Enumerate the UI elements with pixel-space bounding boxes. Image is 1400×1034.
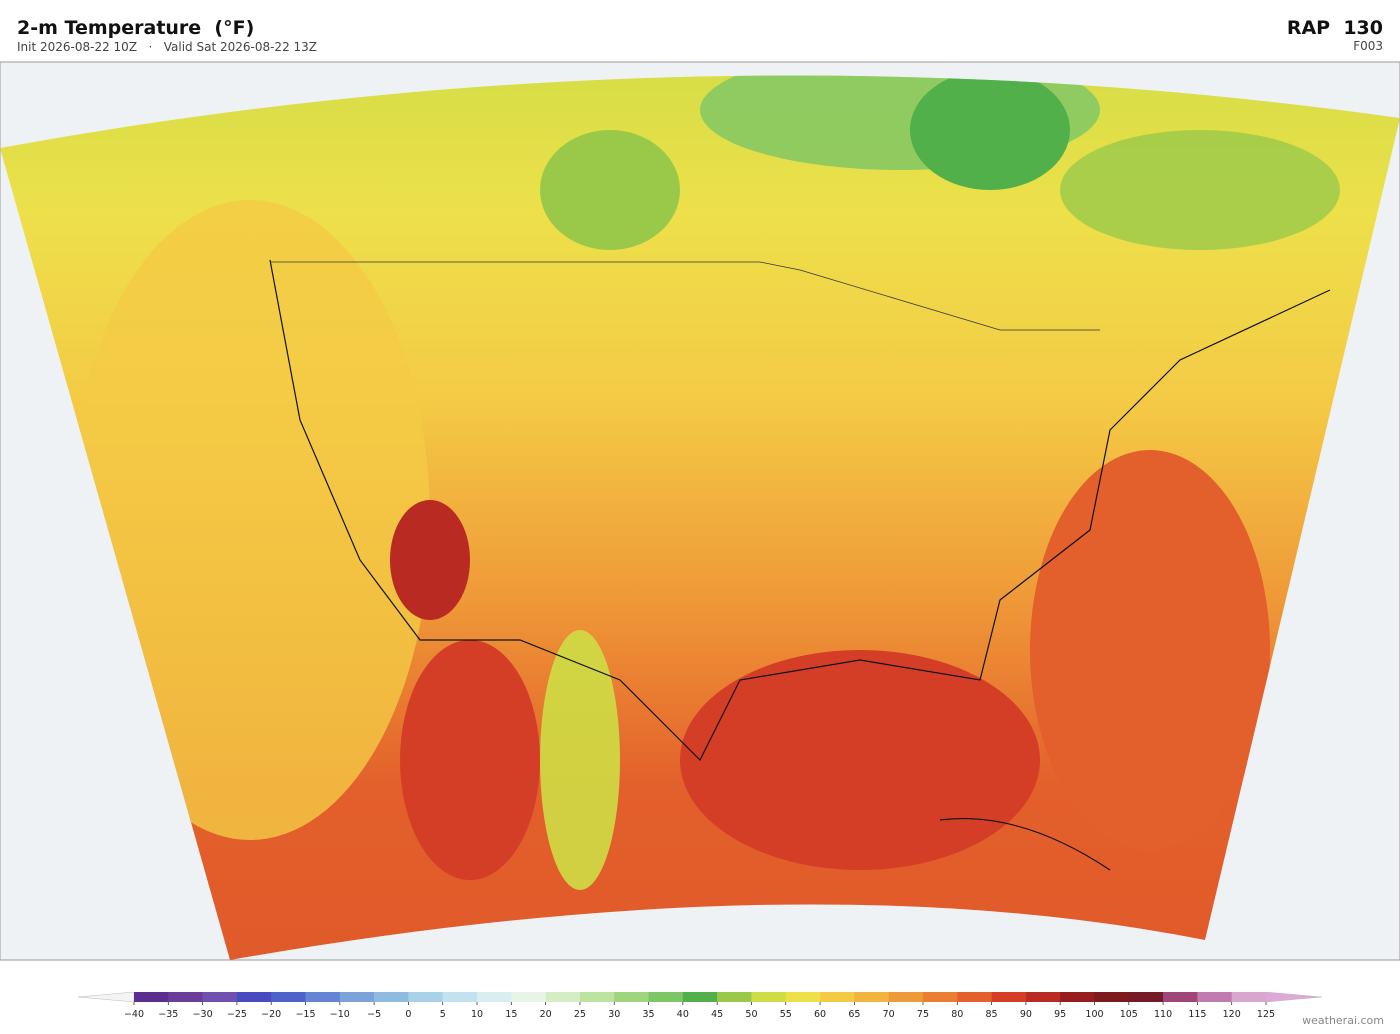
colorbar-segment	[922, 992, 958, 1002]
colorbar-segment	[1163, 992, 1198, 1002]
colorbar-segment	[682, 992, 718, 1002]
colorbar-tick-label: −35	[158, 1009, 178, 1020]
colorbar-tick-label: 45	[711, 1009, 723, 1020]
colorbar: −40 −35 −30 −25 −20 −15 −10 −5 0 5 10 15 20 25 30 35 40 4…	[77, 991, 1323, 1020]
colorbar-tick-label: −25	[227, 1009, 247, 1020]
colorbar-segment	[408, 992, 444, 1002]
colorbar-segment	[511, 992, 546, 1002]
colorbar-tick-label: 70	[883, 1009, 895, 1020]
title: 2-m Temperature (°F)	[17, 17, 254, 39]
colorbar-under	[77, 991, 135, 1003]
colorbar-tick-label: 125	[1257, 1009, 1275, 1020]
colorbar-tick-label: 95	[1054, 1009, 1066, 1020]
colorbar-segment	[820, 992, 855, 1002]
colorbar-segment	[888, 992, 924, 1002]
colorbar-tick-label: 75	[917, 1009, 929, 1020]
colorbar-segment	[442, 992, 478, 1002]
colorbar-tick-label: 65	[848, 1009, 860, 1020]
colorbar-tick-label: 10	[471, 1009, 483, 1020]
colorbar-tick-label: 0	[405, 1009, 411, 1020]
colorbar-tick-label: −15	[295, 1009, 315, 1020]
colorbar-tick-label: 55	[780, 1009, 792, 1020]
colorbar-segment	[717, 992, 752, 1002]
colorbar-segment	[1060, 992, 1095, 1002]
colorbar-tick-label: 90	[1020, 1009, 1032, 1020]
credit: weatherai.com	[1302, 1014, 1384, 1027]
colorbar-tick-label: 115	[1188, 1009, 1206, 1020]
colorbar-tick-label: −5	[367, 1009, 381, 1020]
subtitle: Init 2026-08-22 10Z · Valid Sat 2026-08-…	[17, 40, 317, 54]
colorbar-segment	[202, 992, 238, 1002]
colorbar-tick-label: 40	[677, 1009, 689, 1020]
colorbar-segment	[991, 992, 1027, 1002]
colorbar-segment	[1231, 992, 1267, 1002]
colorbar-segment	[1094, 992, 1130, 1002]
colorbar-tick-label: −10	[330, 1009, 350, 1020]
colorbar-segment	[579, 992, 615, 1002]
colorbar-segment	[168, 992, 203, 1002]
colorbar-segment	[751, 992, 787, 1002]
colorbar-tick-label: 60	[814, 1009, 826, 1020]
colorbar-tick-label: 105	[1120, 1009, 1138, 1020]
colorbar-tick-label: 100	[1085, 1009, 1103, 1020]
colorbar-tick-label: 30	[608, 1009, 620, 1020]
colorbar-tick-label: 110	[1154, 1009, 1172, 1020]
colorbar-segment	[648, 992, 684, 1002]
colorbar-segment	[1128, 992, 1164, 1002]
colorbar-segment	[134, 992, 169, 1002]
colorbar-segment	[854, 992, 889, 1002]
colorbar-segment	[1197, 992, 1232, 1002]
colorbar-tick-label: −20	[261, 1009, 281, 1020]
colorbar-segment	[957, 992, 992, 1002]
colorbar-segment	[374, 992, 409, 1002]
model-name: RAP 130	[1287, 17, 1383, 39]
colorbar-tick-label: 85	[986, 1009, 998, 1020]
colorbar-segment	[1025, 992, 1061, 1002]
colorbar-segment	[785, 992, 821, 1002]
colorbar-segment	[477, 992, 512, 1002]
colorbar-tick-label: 5	[440, 1009, 446, 1020]
colorbar-tick-label: −30	[193, 1009, 213, 1020]
colorbar-segment	[236, 992, 272, 1002]
colorbar-segment	[545, 992, 581, 1002]
island-outline	[939, 817, 1111, 871]
border-line	[270, 261, 1100, 331]
colorbar-over	[1265, 991, 1323, 1003]
colorbar-segment	[339, 992, 375, 1002]
colorbar-tick-label: 20	[540, 1009, 552, 1020]
colorbar-tick-label: 35	[642, 1009, 654, 1020]
colorbar-tick-label: 120	[1223, 1009, 1241, 1020]
colorbar-tick-label: 50	[745, 1009, 757, 1020]
colorbar-tick-label: 25	[574, 1009, 586, 1020]
temperature-field	[0, 75, 1400, 961]
colorbar-segment	[271, 992, 306, 1002]
forecast-hour: F003	[1353, 39, 1383, 53]
colorbar-segment	[614, 992, 649, 1002]
coastline	[269, 259, 1331, 762]
colorbar-tick-label: 15	[505, 1009, 517, 1020]
colorbar-segment	[305, 992, 341, 1002]
colorbar-tick-label: 80	[951, 1009, 963, 1020]
colorbar-tick-label: −40	[124, 1009, 144, 1020]
